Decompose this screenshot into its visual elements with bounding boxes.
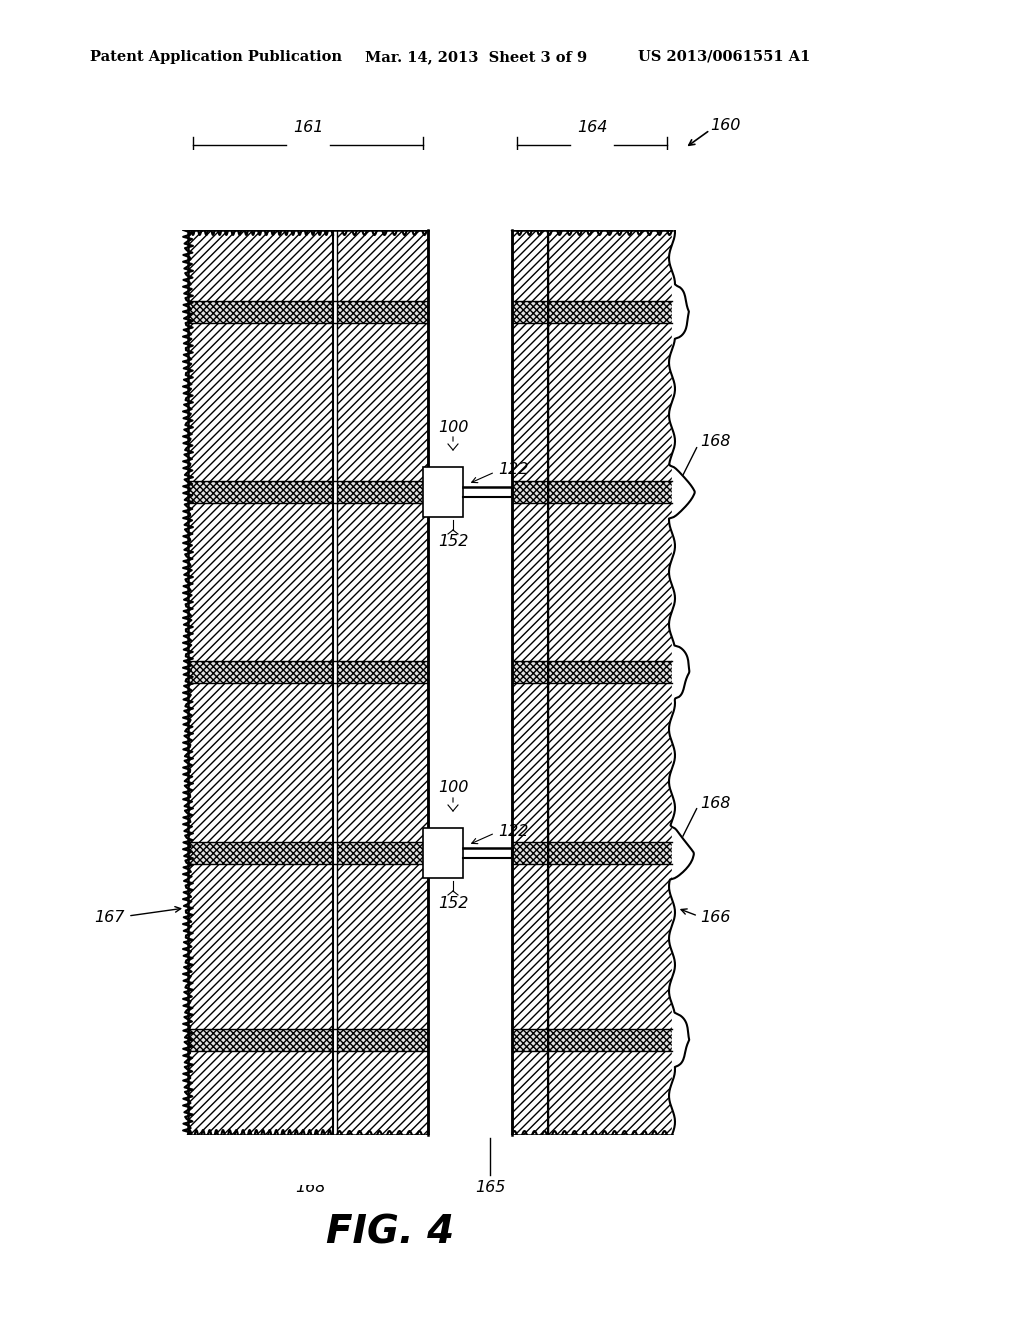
Bar [337,1051,428,1135]
Bar [512,480,548,503]
Bar [512,301,548,323]
Bar [512,230,548,301]
Bar [548,842,672,865]
Bar [512,865,548,1030]
Bar [188,323,333,480]
Bar [512,842,548,865]
Bar [548,480,672,503]
Bar [337,1030,428,1051]
Text: 122: 122 [498,462,528,478]
Bar [337,661,428,682]
Text: 168: 168 [700,434,730,450]
Text: 166: 166 [700,911,730,925]
Bar [507,1135,702,1185]
Bar [512,1030,548,1051]
Bar [188,661,333,682]
Bar [188,1051,333,1135]
Bar [337,323,428,480]
Bar [548,230,672,1135]
Text: 165: 165 [475,1180,505,1195]
Bar [548,1030,672,1051]
Bar [188,865,333,1030]
Bar [337,301,428,323]
Bar [512,323,548,480]
Bar [512,503,548,661]
Text: 152: 152 [438,535,468,549]
Bar [337,480,428,503]
Text: 152: 152 [438,895,468,911]
Text: 122: 122 [498,824,528,838]
Bar [188,230,333,301]
Bar [337,230,428,301]
Bar [188,301,333,323]
Text: Patent Application Publication: Patent Application Publication [90,50,342,63]
Bar [423,828,463,878]
Text: FIG. 4: FIG. 4 [326,1213,454,1251]
Bar [188,503,333,661]
Bar [188,682,333,842]
Bar [188,1030,333,1051]
Bar [548,661,672,682]
Bar [168,150,433,230]
Bar [188,842,333,865]
Text: 167: 167 [94,911,125,925]
Bar [337,842,428,865]
Bar [428,230,512,1135]
Text: 168: 168 [295,1180,326,1195]
Bar [188,480,333,503]
Bar [512,1051,548,1135]
Bar [423,467,463,517]
Text: Mar. 14, 2013  Sheet 3 of 9: Mar. 14, 2013 Sheet 3 of 9 [365,50,587,63]
Bar [168,1135,433,1185]
Bar [512,682,548,842]
Text: US 2013/0061551 A1: US 2013/0061551 A1 [638,50,810,63]
Bar [337,865,428,1030]
Text: 100: 100 [438,780,468,796]
Text: 168: 168 [700,796,730,810]
Text: 100: 100 [438,420,468,434]
Bar [548,301,672,323]
Bar [512,661,548,682]
Text: 161: 161 [293,120,324,135]
Bar [337,682,428,842]
Bar [507,150,702,230]
Bar [337,503,428,661]
Text: 160: 160 [710,117,740,132]
Text: 164: 164 [577,120,607,135]
